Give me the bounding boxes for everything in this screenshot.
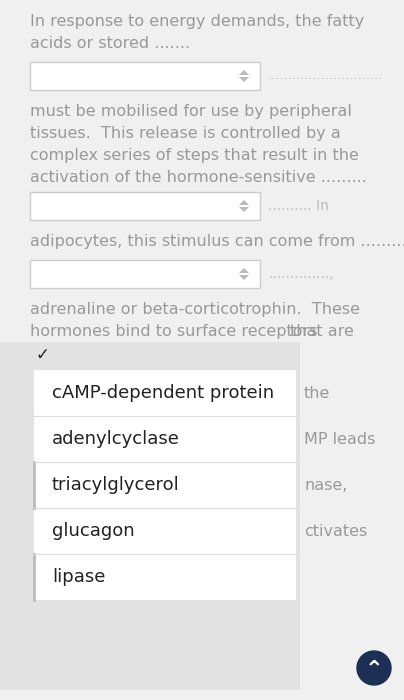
FancyBboxPatch shape — [34, 416, 296, 462]
Text: that are: that are — [290, 324, 354, 339]
Polygon shape — [239, 200, 249, 205]
Polygon shape — [239, 70, 249, 75]
Text: complex series of steps that result in the: complex series of steps that result in t… — [30, 148, 359, 163]
Text: acids or stored .......: acids or stored ....... — [30, 36, 190, 51]
Text: In response to energy demands, the fatty: In response to energy demands, the fatty — [30, 14, 364, 29]
Text: ............................: ............................ — [268, 69, 383, 82]
Text: nase,: nase, — [304, 477, 347, 493]
Text: MP leads: MP leads — [304, 431, 375, 447]
Text: adenylcyclase: adenylcyclase — [52, 430, 180, 448]
FancyBboxPatch shape — [30, 260, 260, 288]
Text: adrenaline or beta-corticotrophin.  These: adrenaline or beta-corticotrophin. These — [30, 302, 360, 317]
Text: the: the — [304, 386, 330, 400]
Text: ..............,: .............., — [268, 267, 334, 281]
Circle shape — [357, 651, 391, 685]
Text: must be mobilised for use by peripheral: must be mobilised for use by peripheral — [30, 104, 352, 119]
Text: adipocytes, this stimulus can come from .........: adipocytes, this stimulus can come from … — [30, 234, 404, 249]
FancyBboxPatch shape — [34, 554, 296, 600]
FancyBboxPatch shape — [30, 62, 260, 90]
FancyBboxPatch shape — [0, 342, 300, 690]
Polygon shape — [239, 207, 249, 212]
FancyBboxPatch shape — [34, 508, 296, 554]
Text: .......... In: .......... In — [268, 199, 329, 213]
Text: hormones bind to surface receptors: hormones bind to surface receptors — [30, 324, 318, 339]
Text: tissues.  This release is controlled by a: tissues. This release is controlled by a — [30, 126, 341, 141]
Text: ⌃: ⌃ — [365, 659, 383, 679]
Text: glucagon: glucagon — [52, 522, 135, 540]
Text: lipase: lipase — [52, 568, 105, 586]
Polygon shape — [239, 275, 249, 280]
FancyBboxPatch shape — [30, 192, 260, 220]
Text: ctivates: ctivates — [304, 524, 367, 538]
Polygon shape — [239, 77, 249, 82]
Text: triacylglycerol: triacylglycerol — [52, 476, 180, 494]
Text: activation of the hormone-sensitive .........: activation of the hormone-sensitive ....… — [30, 170, 367, 185]
FancyBboxPatch shape — [34, 462, 296, 508]
Text: ✓: ✓ — [36, 346, 50, 364]
FancyBboxPatch shape — [34, 370, 296, 416]
Text: cAMP-dependent protein: cAMP-dependent protein — [52, 384, 274, 402]
Polygon shape — [239, 268, 249, 273]
